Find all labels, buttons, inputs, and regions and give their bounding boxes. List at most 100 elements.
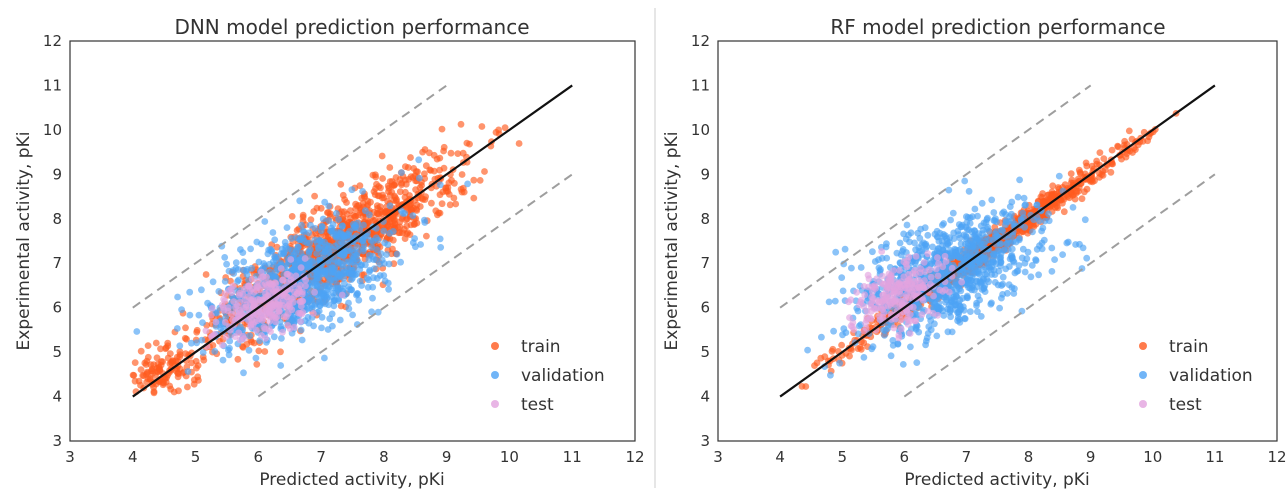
point-validation [938,237,946,245]
point-train [515,140,523,147]
point-test [865,275,873,283]
legend-label-train: train [521,337,561,357]
x-tick-label: 5 [837,448,847,466]
point-test [878,298,886,306]
point-train [253,360,261,368]
point-validation [974,308,981,315]
point-validation [199,349,207,356]
point-validation [924,231,932,239]
point-validation [965,187,973,195]
point-test [287,256,295,263]
point-validation [947,313,954,321]
point-validation [221,254,229,261]
point-validation [1003,240,1010,248]
point-train [1049,182,1057,190]
point-validation [1059,251,1066,258]
point-train [440,143,448,151]
legend-marker-validation [491,371,499,379]
point-train [430,167,438,175]
x-tick-label: 7 [962,448,972,466]
point-validation [1009,231,1017,239]
point-validation [860,354,868,361]
point-test [904,257,911,265]
point-validation [967,308,974,315]
point-validation [1035,217,1043,225]
point-validation [334,285,342,293]
legend-marker-test [491,400,499,408]
point-validation [880,326,887,334]
point-validation [222,314,230,321]
point-train [144,342,152,349]
point-train [418,182,425,189]
point-train [459,149,467,157]
point-validation [354,290,361,297]
point-validation [193,339,201,347]
point-validation [292,248,300,256]
point-validation [912,324,920,331]
point-train [162,344,170,352]
reference-lines [132,84,573,398]
y-axis-label: Experimental activity, pKi [14,132,34,351]
point-validation [825,298,833,306]
point-validation [199,319,206,326]
point-validation [226,344,233,352]
point-validation [899,361,907,368]
point-train [371,191,379,199]
point-validation [318,238,326,246]
legend-marker-test [1139,400,1147,408]
point-train [356,182,364,190]
point-validation [364,284,372,291]
point-test [869,288,876,296]
point-validation [998,294,1005,302]
point-validation [359,188,366,195]
point-validation [1008,245,1016,253]
point-validation [934,233,942,241]
point-validation [959,247,967,255]
point-train [277,348,284,356]
point-validation [437,244,445,251]
point-validation [209,278,217,286]
point-test [225,287,233,294]
point-train [150,389,158,397]
point-validation [215,288,223,295]
x-tick-label: 3 [65,448,75,466]
x-tick-label: 10 [1143,448,1162,466]
point-validation [318,313,326,321]
point-validation [958,221,966,229]
point-test [221,318,229,326]
point-train [234,355,242,363]
y-tick-label: 10 [691,121,710,139]
point-validation [977,280,985,288]
point-train [438,200,446,208]
point-train [307,216,315,224]
point-test [279,297,287,305]
point-test [886,293,894,300]
point-validation [967,280,974,288]
point-validation [830,327,837,335]
point-validation [999,273,1007,281]
point-test [267,328,274,335]
point-test [917,265,924,272]
point-train [193,326,201,334]
point-validation [312,300,319,307]
legend-label-validation: validation [1169,366,1253,386]
point-validation [398,169,405,177]
point-validation [328,310,336,318]
point-test [897,325,905,333]
point-train [423,232,430,240]
point-train [1100,155,1108,163]
point-validation [234,278,241,285]
point-validation [1035,271,1042,279]
point-validation [954,227,962,235]
point-train [377,184,384,192]
point-validation [327,227,334,235]
y-tick-label: 9 [52,165,62,183]
point-validation [889,337,897,344]
point-train [378,152,386,160]
point-validation [415,156,423,164]
point-validation [232,259,240,267]
point-test [302,276,309,284]
